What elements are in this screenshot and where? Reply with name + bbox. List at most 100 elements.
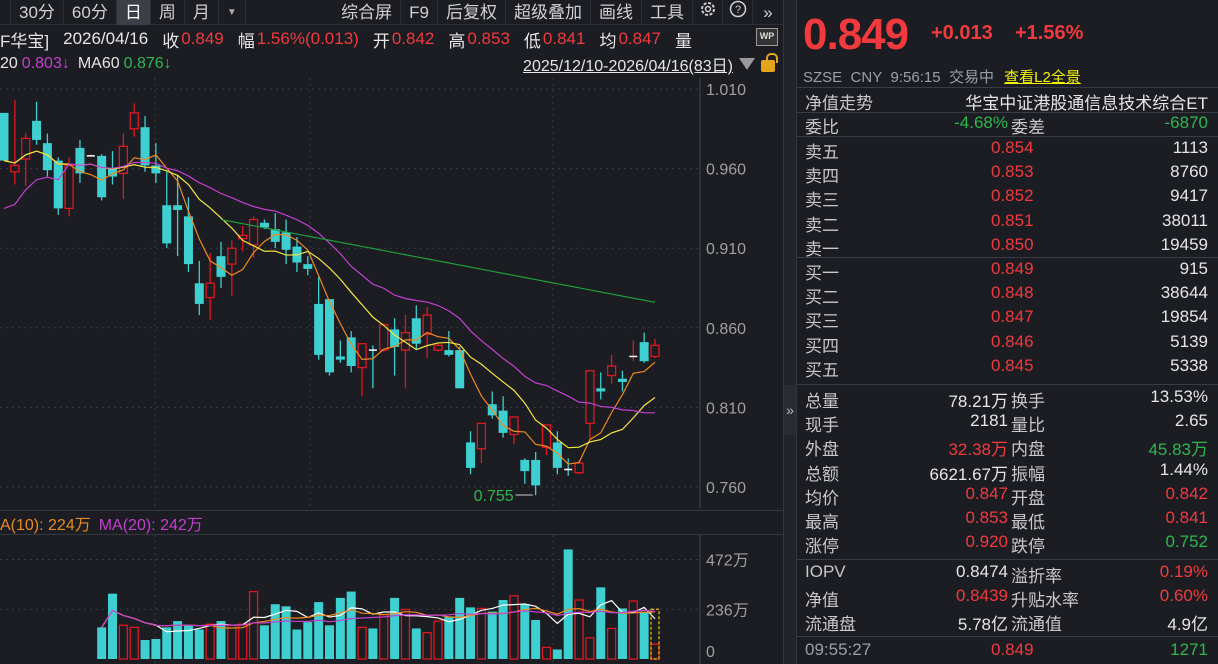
stat-value: 0.853	[965, 508, 1008, 527]
stat-label: 涨停	[805, 537, 839, 557]
unlock-icon[interactable]	[761, 53, 778, 72]
weibi-row: 委比 -4.68% 委差 -6870	[797, 113, 1218, 137]
composite-screen-button[interactable]: 综合屏	[333, 0, 402, 25]
bid-label: 买五	[805, 360, 839, 380]
svg-text:472万: 472万	[706, 553, 749, 570]
stat-row: 最高 0.853 最低 0.841	[797, 508, 1218, 532]
back-adjust-button[interactable]: 后复权	[438, 0, 506, 25]
etf-label2: 溢折率	[1011, 567, 1062, 586]
bid-price: 0.848	[991, 283, 1034, 303]
last-tick-row: 09:55:27 0.849 1271	[797, 640, 1218, 664]
f9-button[interactable]: F9	[401, 0, 438, 25]
bid-row: 买一 0.849 915	[797, 259, 1218, 283]
low-value: 0.841	[542, 29, 586, 48]
tools-button[interactable]: 工具	[642, 0, 693, 25]
super-overlay-button[interactable]: 超级叠加	[506, 0, 591, 25]
etf-label2: 升贴水率	[1011, 591, 1079, 611]
ask-label: 卖二	[805, 215, 839, 235]
weibi-label: 委比	[805, 118, 839, 137]
panel-divider[interactable]: »	[783, 0, 797, 664]
ask-price: 0.852	[991, 186, 1034, 206]
bid-row: 买二 0.848 38644	[797, 283, 1218, 307]
candlestick-chart[interactable]: 1.010 0.960 0.910 0.860 0.810 0.760 0.755	[0, 78, 783, 508]
period-tab-month[interactable]: 月	[185, 0, 219, 25]
chart-toolbar: 30分 60分 日 周 月 ▼ 综合屏 F9 后复权 超级叠加 画线 工具 ? …	[0, 0, 783, 25]
period-tab-30min[interactable]: 30分	[10, 0, 64, 25]
price-change-pct: +1.56%	[1015, 22, 1084, 44]
stat-label2: 换手	[1011, 392, 1045, 411]
ask-volume: 38011	[1161, 210, 1208, 230]
gear-icon[interactable]	[693, 0, 723, 25]
ask-volume: 1113	[1172, 138, 1208, 157]
weicha-value: -6870	[1164, 113, 1208, 132]
stat-value: 2181	[970, 411, 1008, 431]
stat-value2: 13.53%	[1150, 387, 1208, 406]
stat-row: 总额 6621.67万 振幅 1.44%	[797, 460, 1218, 484]
stat-row: 外盘 32.38万 内盘 45.83万	[797, 435, 1218, 459]
ask-price: 0.850	[991, 234, 1034, 254]
stat-label: 现手	[805, 416, 839, 436]
currency: CNY	[850, 69, 883, 86]
high-label: 高	[448, 31, 466, 51]
double-chevron-right-icon[interactable]: »	[763, 2, 773, 22]
trade-status: 交易中	[948, 69, 994, 86]
low-label: 低	[523, 31, 541, 51]
ask-row: 卖五 0.854 1113	[797, 138, 1218, 162]
bid-volume: 5338	[1170, 355, 1208, 375]
period-more-dropdown-icon[interactable]: ▼	[219, 0, 246, 25]
stat-label: 均价	[805, 488, 839, 508]
ask-price: 0.854	[991, 138, 1034, 157]
nav-row: 净值走势 华宝中证港股通信息技术综合ET	[797, 89, 1218, 113]
collapse-panel-icon[interactable]: »	[784, 385, 796, 435]
stat-label2: 振幅	[1011, 464, 1045, 484]
help-icon[interactable]: ?	[723, 0, 753, 25]
ask-price: 0.853	[991, 162, 1034, 182]
bid-price: 0.847	[991, 307, 1034, 327]
etf-label: 流通盘	[805, 615, 856, 635]
stat-label2: 最低	[1011, 513, 1045, 532]
period-tab-60min[interactable]: 60分	[64, 0, 117, 25]
etf-value2: 4.9亿	[1167, 615, 1208, 635]
ask-label: 卖五	[805, 143, 839, 162]
ask-label: 卖四	[805, 167, 839, 187]
last-price: 0.849	[803, 10, 909, 59]
ask-label: 卖一	[805, 239, 839, 259]
avg-label: 均	[599, 31, 617, 51]
date-range-link[interactable]: 2025/12/10-2026/04/16(83日)	[523, 58, 733, 75]
exchange: SZSE	[803, 69, 843, 86]
svg-text:0.860: 0.860	[706, 321, 746, 338]
svg-text:0.760: 0.760	[706, 480, 746, 497]
open-label: 开	[372, 31, 390, 51]
ask-label: 卖三	[805, 191, 839, 211]
tick-volume: 1271	[1170, 640, 1208, 659]
volume-chart[interactable]: 472万 236万 0	[0, 535, 783, 664]
l2-panorama-link[interactable]: 查看L2全景	[1004, 69, 1081, 86]
etf-row: IOPV 0.8474 溢折率 0.19%	[797, 562, 1218, 586]
stat-value: 6621.67万	[929, 464, 1008, 484]
range-dropdown-icon[interactable]	[739, 58, 755, 70]
ma60-label: MA60	[77, 55, 120, 72]
wp-badge-icon[interactable]: WP	[756, 28, 778, 46]
period-tab-day[interactable]: 日	[116, 0, 151, 25]
ma60-value: 0.876↓	[123, 55, 172, 72]
weibi-value: -4.68%	[954, 113, 1008, 132]
stat-value: 78.21万	[948, 392, 1008, 411]
stat-value2: 0.841	[1165, 508, 1208, 527]
fund-name-fragment: F华宝]	[0, 31, 50, 51]
avg-value: 0.847	[618, 29, 662, 48]
volume-header: A(10): 224万 MA(20): 242万	[0, 510, 783, 535]
svg-text:0.810: 0.810	[706, 400, 746, 417]
bid-row: 买四 0.846 5139	[797, 332, 1218, 356]
period-tab-week[interactable]: 周	[151, 0, 185, 25]
draw-line-button[interactable]: 画线	[591, 0, 642, 25]
bid-label: 买二	[805, 288, 839, 308]
ma20-label-fragment: 20	[0, 55, 18, 72]
ask-volume: 9417	[1170, 186, 1208, 206]
stat-value2: 45.83万	[1148, 440, 1208, 460]
fund-name: 华宝中证港股通信息技术综合ET	[965, 94, 1208, 113]
nav-trend-link[interactable]: 净值走势	[805, 94, 873, 113]
bid-label: 买三	[805, 312, 839, 332]
stat-label: 外盘	[805, 440, 839, 460]
stat-row: 总量 78.21万 换手 13.53%	[797, 387, 1218, 411]
bid-volume: 38644	[1160, 283, 1208, 303]
